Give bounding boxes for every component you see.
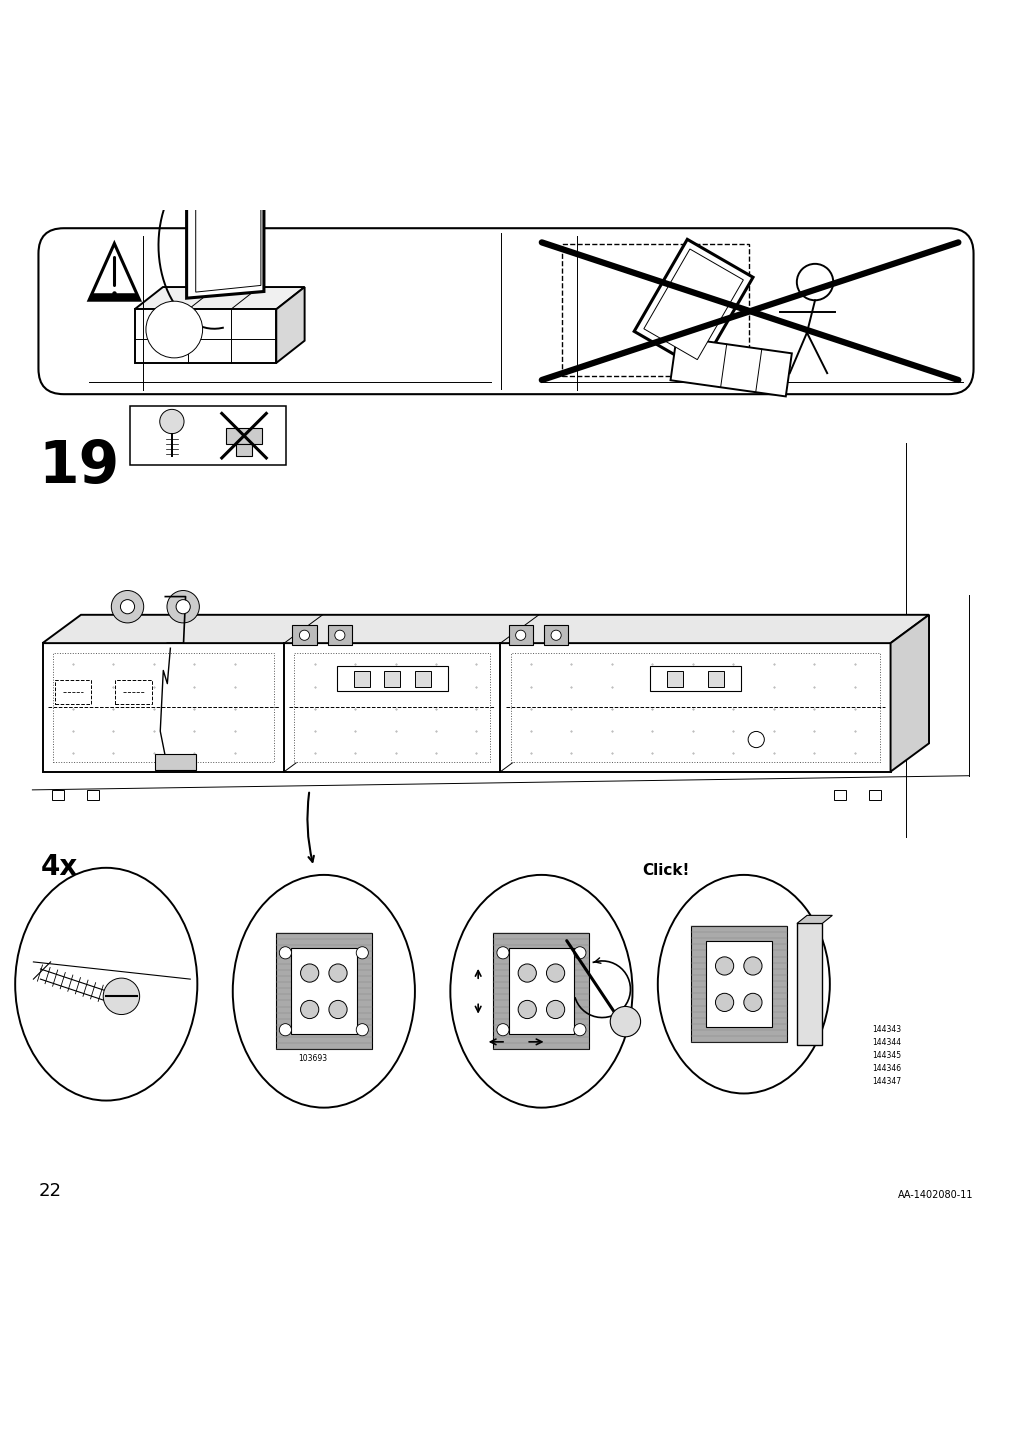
Bar: [275, 934, 372, 1050]
Bar: [511, 653, 880, 762]
Polygon shape: [643, 249, 743, 359]
Text: AA-1402080-11: AA-1402080-11: [897, 1190, 973, 1200]
Circle shape: [160, 410, 184, 434]
Bar: [666, 672, 682, 687]
Circle shape: [299, 630, 309, 640]
Polygon shape: [670, 337, 791, 397]
Circle shape: [516, 630, 526, 640]
Bar: [868, 790, 881, 800]
Circle shape: [551, 630, 561, 640]
Bar: [52, 790, 64, 800]
Bar: [509, 626, 533, 646]
Ellipse shape: [15, 868, 197, 1101]
Polygon shape: [42, 643, 890, 772]
Circle shape: [743, 957, 761, 975]
Bar: [354, 672, 370, 687]
Polygon shape: [276, 286, 304, 362]
Bar: [690, 927, 787, 1042]
Polygon shape: [890, 614, 928, 772]
Circle shape: [111, 590, 144, 623]
Polygon shape: [42, 614, 928, 643]
Bar: [328, 626, 352, 646]
Text: 19: 19: [38, 438, 119, 494]
Text: 103693: 103693: [298, 1054, 328, 1063]
Circle shape: [796, 263, 832, 301]
Circle shape: [300, 1001, 318, 1018]
Polygon shape: [134, 309, 276, 362]
Circle shape: [329, 964, 347, 982]
Bar: [53, 653, 274, 762]
Circle shape: [120, 600, 134, 614]
Bar: [236, 444, 252, 455]
Polygon shape: [89, 243, 140, 301]
Circle shape: [496, 1024, 509, 1035]
Bar: [797, 924, 821, 1045]
Bar: [294, 653, 490, 762]
Polygon shape: [797, 915, 831, 924]
Circle shape: [743, 994, 761, 1011]
Circle shape: [518, 964, 536, 982]
Bar: [706, 941, 770, 1027]
Bar: [415, 672, 431, 687]
Text: 144346: 144346: [871, 1064, 901, 1073]
Circle shape: [329, 1001, 347, 1018]
Bar: [291, 948, 356, 1034]
Ellipse shape: [233, 875, 415, 1107]
Polygon shape: [634, 239, 752, 369]
Circle shape: [300, 964, 318, 982]
Text: 22: 22: [38, 1181, 62, 1200]
Circle shape: [573, 1024, 585, 1035]
Bar: [337, 666, 448, 692]
Polygon shape: [89, 294, 140, 301]
Text: 144347: 144347: [871, 1077, 901, 1087]
Bar: [384, 672, 400, 687]
Text: 144345: 144345: [871, 1051, 901, 1060]
Bar: [544, 626, 568, 646]
Bar: [508, 948, 574, 1034]
Polygon shape: [134, 286, 304, 309]
Circle shape: [610, 1007, 640, 1037]
Circle shape: [146, 301, 202, 358]
Circle shape: [518, 1001, 536, 1018]
Text: 4x: 4x: [40, 852, 78, 881]
Bar: [155, 755, 195, 769]
FancyBboxPatch shape: [38, 228, 973, 394]
Bar: [129, 407, 286, 465]
Bar: [493, 934, 588, 1050]
Bar: [707, 672, 723, 687]
Circle shape: [356, 1024, 368, 1035]
Text: 144344: 144344: [871, 1038, 901, 1047]
Polygon shape: [186, 195, 264, 298]
Circle shape: [167, 590, 199, 623]
Circle shape: [176, 600, 190, 614]
Bar: [833, 790, 845, 800]
Circle shape: [573, 947, 585, 959]
Text: 144343: 144343: [871, 1025, 901, 1034]
Circle shape: [103, 978, 140, 1014]
Circle shape: [715, 994, 733, 1011]
Ellipse shape: [450, 875, 632, 1107]
Bar: [115, 680, 152, 705]
Circle shape: [335, 630, 345, 640]
Text: Click!: Click!: [642, 862, 690, 878]
Bar: [87, 790, 99, 800]
Bar: [561, 245, 748, 377]
Bar: [55, 680, 91, 705]
Circle shape: [279, 947, 291, 959]
Bar: [225, 428, 262, 444]
Circle shape: [747, 732, 763, 748]
Bar: [649, 666, 740, 692]
Circle shape: [546, 1001, 564, 1018]
Circle shape: [546, 964, 564, 982]
Polygon shape: [195, 202, 261, 292]
Bar: [292, 626, 316, 646]
Circle shape: [496, 947, 509, 959]
Ellipse shape: [657, 875, 829, 1094]
Circle shape: [279, 1024, 291, 1035]
Circle shape: [356, 947, 368, 959]
Circle shape: [715, 957, 733, 975]
